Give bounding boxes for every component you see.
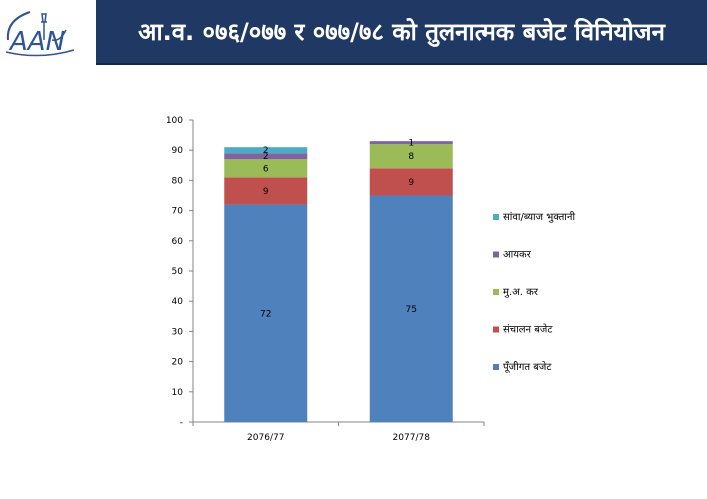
y-tick-label: 10 — [172, 388, 184, 398]
legend-swatch — [493, 251, 499, 258]
header: AAN आ.व. ०७६/०७७ र ०७७/७८ को तुलनात्मक ब… — [0, 0, 707, 65]
legend-label: आयकर — [503, 250, 532, 261]
bar-segment — [369, 195, 453, 422]
legend-swatch — [493, 326, 499, 333]
y-tick-label: 30 — [172, 327, 184, 337]
data-label: 6 — [263, 164, 269, 174]
x-tick-label: 2077/78 — [393, 433, 431, 443]
y-tick-label: 90 — [172, 146, 184, 156]
data-label: 9 — [408, 178, 414, 188]
data-label: 2 — [263, 146, 269, 156]
bar-segment — [224, 153, 308, 160]
chart-bars: 72 9 6 22 2076/77 75 9 8 1 2077/78 — [224, 139, 453, 443]
chart-legend: सांवा/ब्याज भुक्तानी आयकर मु.अ. कर संचालन ब… — [493, 211, 575, 373]
bar-segment — [224, 147, 308, 154]
y-tick-label: 80 — [172, 176, 184, 186]
page-title: आ.व. ०७६/०७७ र ०७७/७८ को तुलनात्मक बजेट … — [138, 18, 665, 46]
legend-swatch — [493, 289, 499, 295]
data-label: 1 — [408, 139, 414, 149]
logo: AAN — [0, 0, 95, 65]
bar-segment — [224, 159, 308, 178]
title-bar: आ.व. ०७६/०७७ र ०७७/७८ को तुलनात्मक बजेट … — [96, 0, 707, 65]
legend-label: पूँजीगत बजेट — [503, 361, 552, 373]
bar-segment — [369, 144, 453, 169]
y-tick-label: 70 — [172, 207, 184, 217]
y-tick-label: 40 — [172, 297, 184, 307]
y-tick-label: - — [180, 418, 183, 428]
data-label: 2 — [263, 152, 269, 162]
y-tick-label: 60 — [172, 237, 184, 247]
bar-segment — [224, 204, 308, 422]
legend-label: सांवा/ब्याज भुक्तानी — [503, 211, 575, 223]
legend-label: संचालन बजेट — [503, 324, 553, 336]
logo-text: AAN — [8, 27, 65, 57]
data-label: 72 — [260, 309, 271, 319]
data-label: 8 — [408, 152, 414, 162]
legend-label: मु.अ. कर — [503, 287, 539, 298]
y-tick-label: 20 — [172, 358, 184, 368]
logo-icon: AAN — [5, 11, 75, 57]
bar-segment — [224, 177, 308, 205]
y-tick-label: 50 — [172, 267, 184, 277]
legend-swatch — [493, 214, 499, 220]
x-tick-label: 2076/77 — [247, 433, 284, 443]
bar-segment — [369, 141, 453, 145]
legend-swatch — [493, 364, 499, 370]
data-label: 75 — [406, 305, 417, 315]
data-label: 9 — [263, 187, 269, 197]
y-tick-label: 100 — [166, 116, 183, 126]
bar-segment — [369, 168, 453, 196]
